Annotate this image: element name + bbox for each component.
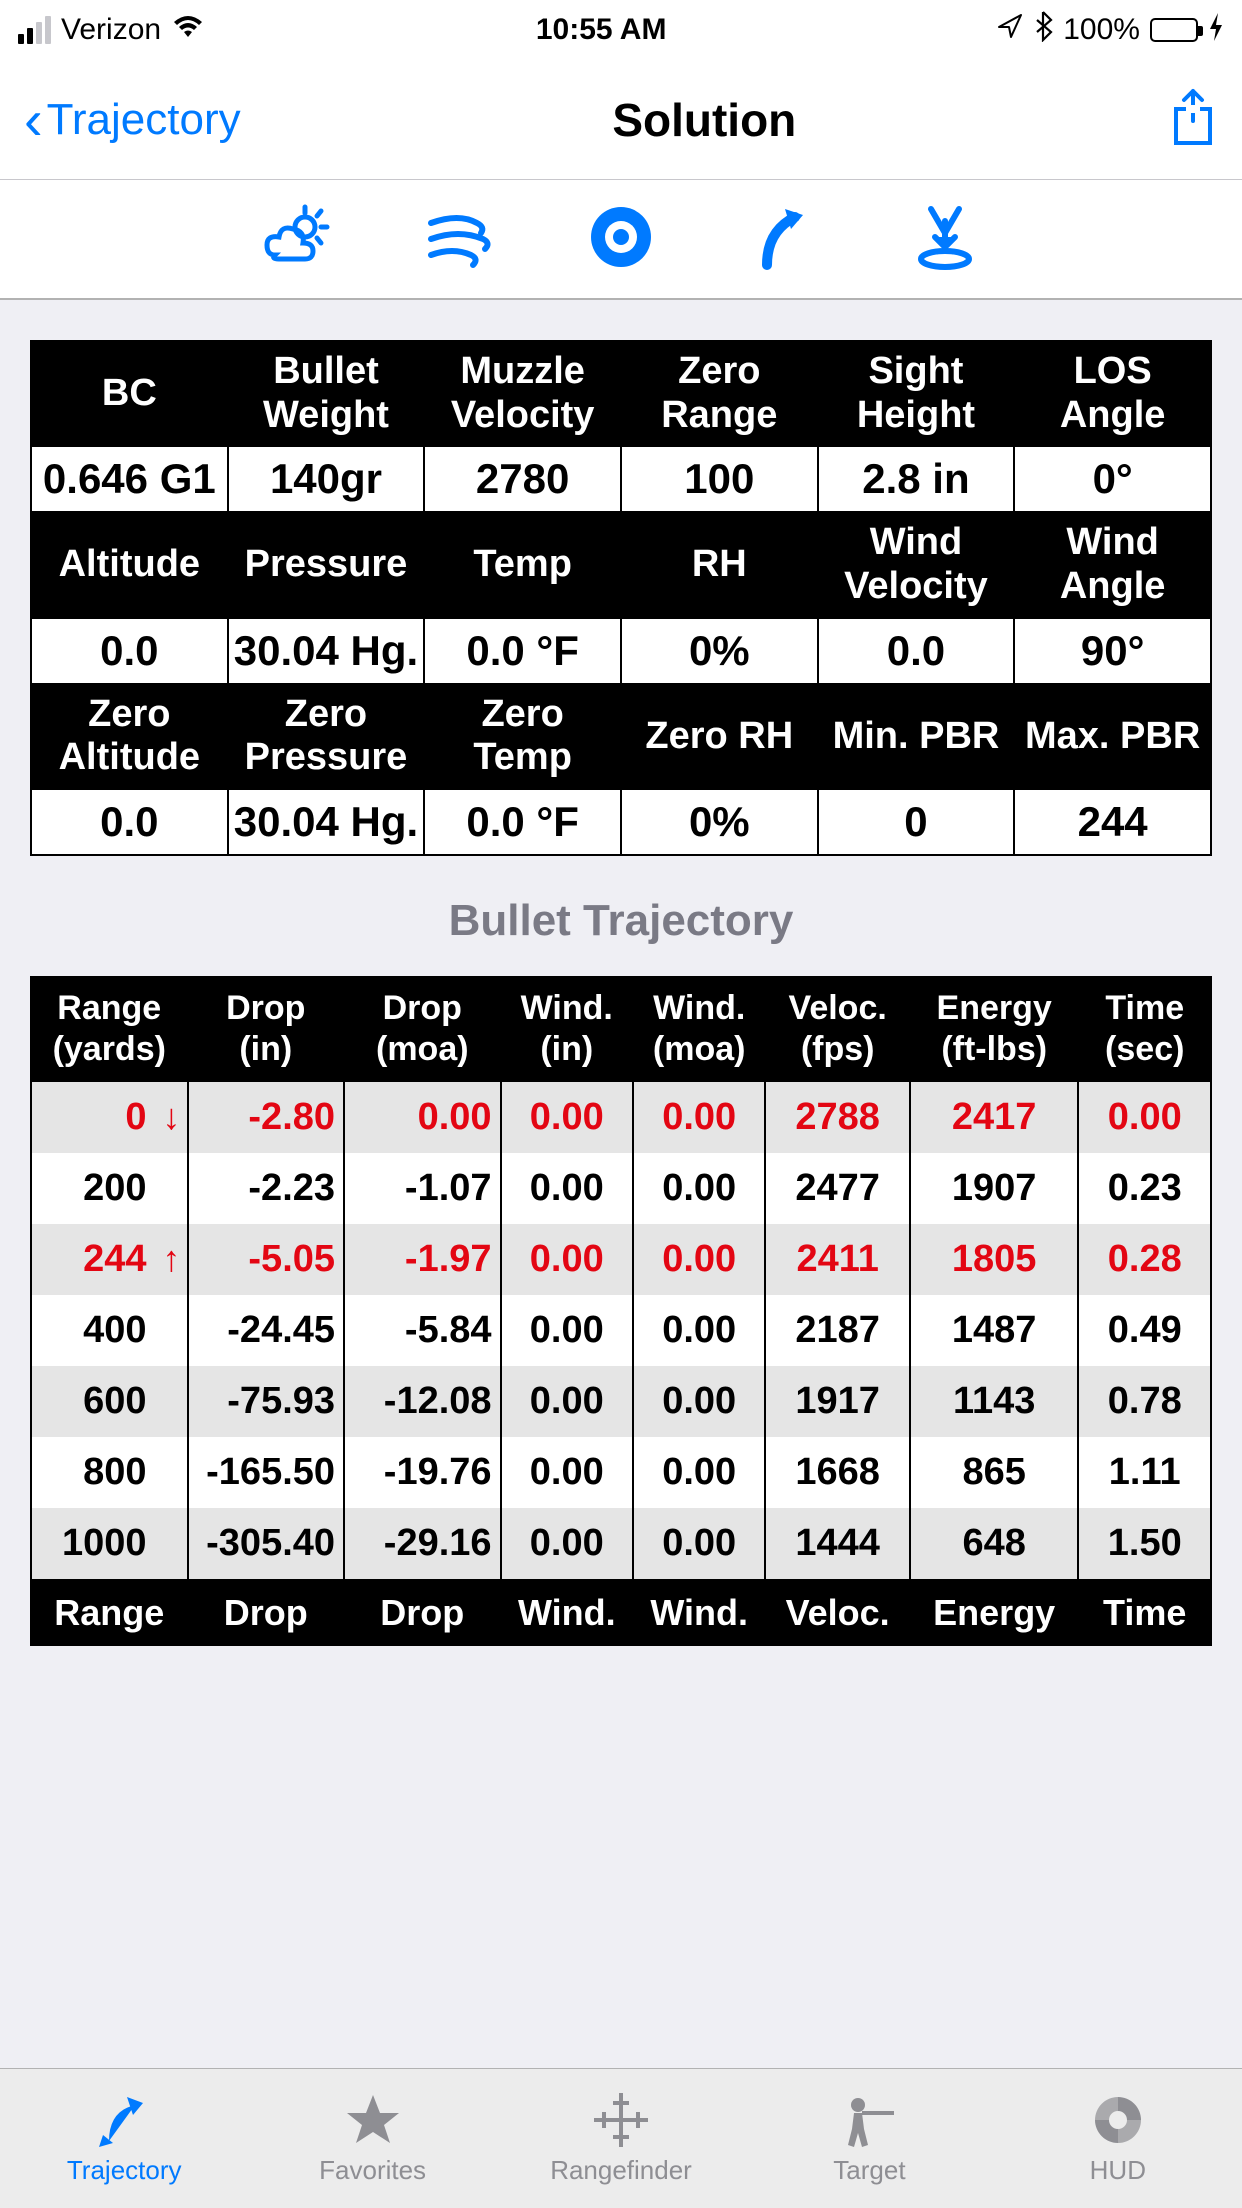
- tab-hud[interactable]: HUD: [994, 2069, 1242, 2208]
- status-right: 100%: [997, 10, 1224, 50]
- tab-rangefinder[interactable]: Rangefinder: [497, 2069, 745, 2208]
- deflection-button[interactable]: [747, 201, 819, 278]
- status-left: Verizon: [18, 13, 205, 47]
- param-value-row-3: 0.030.04 Hg. 0.0 °F0% 0244: [31, 789, 1211, 855]
- impact-icon: [909, 201, 981, 273]
- page-title: Solution: [612, 93, 796, 147]
- parameters-table: BCBullet Weight Muzzle VelocityZero Rang…: [30, 340, 1212, 856]
- impact-button[interactable]: [909, 201, 981, 278]
- trajectory-icon: [95, 2091, 153, 2149]
- wind-icon: [423, 201, 495, 273]
- trajectory-table: Range(yards) Drop(in) Drop(moa) Wind.(in…: [30, 976, 1212, 1646]
- tab-bar: Trajectory Favorites Rangefinder Target …: [0, 2068, 1242, 2208]
- trajectory-header: Range(yards) Drop(in) Drop(moa) Wind.(in…: [31, 977, 1211, 1081]
- param-value-row-1: 0.646 G1140gr 2780100 2.8 in0°: [31, 446, 1211, 512]
- param-header-row-3: Zero AltitudeZero Pressure Zero TempZero…: [31, 684, 1211, 789]
- charging-icon: [1208, 13, 1224, 48]
- table-row[interactable]: 800-165.50-19.760.000.0016688651.11: [31, 1437, 1211, 1508]
- shooter-icon: [840, 2091, 898, 2149]
- status-bar: Verizon 10:55 AM 100%: [0, 0, 1242, 60]
- bluetooth-icon: [1033, 10, 1053, 50]
- tab-target[interactable]: Target: [745, 2069, 993, 2208]
- param-header-row-2: AltitudePressure TempRH Wind VelocityWin…: [31, 512, 1211, 617]
- table-row[interactable]: 0↓-2.800.000.000.00278824170.00: [31, 1081, 1211, 1153]
- toolbar: [0, 180, 1242, 300]
- param-header-row-1: BCBullet Weight Muzzle VelocityZero Rang…: [31, 341, 1211, 446]
- table-row[interactable]: 600-75.93-12.080.000.00191711430.78: [31, 1366, 1211, 1437]
- share-icon: [1168, 87, 1218, 147]
- hud-icon: [1089, 2091, 1147, 2149]
- star-icon: [344, 2091, 402, 2149]
- table-row[interactable]: 200-2.23-1.070.000.00247719070.23: [31, 1153, 1211, 1224]
- weather-button[interactable]: [261, 201, 333, 278]
- back-label: Trajectory: [47, 95, 241, 145]
- param-value-row-2: 0.030.04 Hg. 0.0 °F0% 0.090°: [31, 618, 1211, 684]
- table-row[interactable]: 244↑-5.05-1.970.000.00241118050.28: [31, 1224, 1211, 1295]
- share-button[interactable]: [1168, 87, 1218, 152]
- status-time: 10:55 AM: [536, 13, 667, 47]
- bullseye-icon: [585, 201, 657, 273]
- battery-pct: 100%: [1063, 13, 1140, 47]
- wind-button[interactable]: [423, 201, 495, 278]
- trajectory-footer: RangeDropDrop Wind.Wind.Veloc. EnergyTim…: [31, 1580, 1211, 1645]
- table-row[interactable]: 1000-305.40-29.160.000.0014446481.50: [31, 1508, 1211, 1580]
- target-button[interactable]: [585, 201, 657, 278]
- back-button[interactable]: ‹ Trajectory: [24, 92, 241, 148]
- carrier-label: Verizon: [61, 13, 161, 47]
- location-icon: [997, 13, 1023, 47]
- nav-bar: ‹ Trajectory Solution: [0, 60, 1242, 180]
- table-row[interactable]: 400-24.45-5.840.000.00218714870.49: [31, 1295, 1211, 1366]
- signal-bars-icon: [18, 16, 51, 44]
- battery-icon: [1150, 18, 1198, 42]
- crosshair-icon: [592, 2091, 650, 2149]
- tab-trajectory[interactable]: Trajectory: [0, 2069, 248, 2208]
- chevron-left-icon: ‹: [24, 92, 43, 148]
- curve-arrow-icon: [747, 201, 819, 273]
- section-title: Bullet Trajectory: [30, 896, 1212, 946]
- wifi-icon: [171, 13, 205, 47]
- tab-favorites[interactable]: Favorites: [248, 2069, 496, 2208]
- content-area: BCBullet Weight Muzzle VelocityZero Rang…: [0, 300, 1242, 2068]
- sun-cloud-icon: [261, 201, 333, 273]
